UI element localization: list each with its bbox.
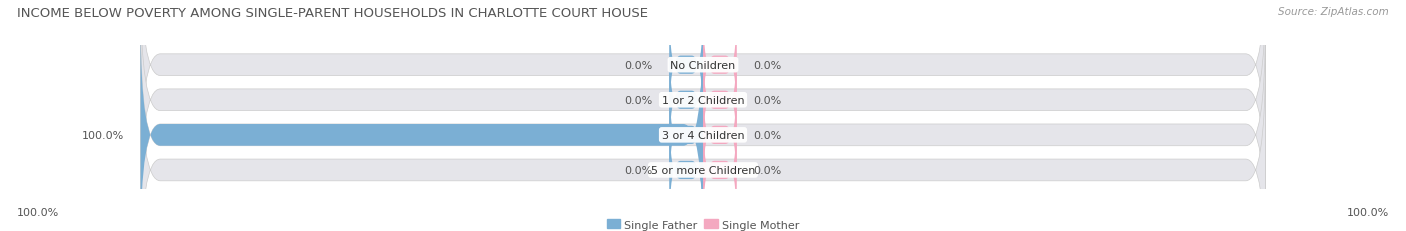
Text: 0.0%: 0.0% [754, 61, 782, 70]
Text: 3 or 4 Children: 3 or 4 Children [662, 130, 744, 140]
FancyBboxPatch shape [141, 24, 703, 231]
Text: INCOME BELOW POVERTY AMONG SINGLE-PARENT HOUSEHOLDS IN CHARLOTTE COURT HOUSE: INCOME BELOW POVERTY AMONG SINGLE-PARENT… [17, 7, 648, 20]
Text: 5 or more Children: 5 or more Children [651, 165, 755, 175]
Legend: Single Father, Single Mother: Single Father, Single Mother [602, 215, 804, 231]
Text: 0.0%: 0.0% [754, 165, 782, 175]
Text: 0.0%: 0.0% [754, 95, 782, 105]
Text: 0.0%: 0.0% [624, 165, 652, 175]
FancyBboxPatch shape [703, 74, 737, 196]
FancyBboxPatch shape [669, 40, 703, 161]
FancyBboxPatch shape [669, 109, 703, 231]
FancyBboxPatch shape [141, 0, 1265, 212]
Text: 100.0%: 100.0% [17, 207, 59, 218]
FancyBboxPatch shape [669, 74, 703, 196]
Text: Source: ZipAtlas.com: Source: ZipAtlas.com [1278, 7, 1389, 17]
FancyBboxPatch shape [703, 5, 737, 126]
Text: 0.0%: 0.0% [754, 130, 782, 140]
Text: 1 or 2 Children: 1 or 2 Children [662, 95, 744, 105]
Text: 0.0%: 0.0% [624, 95, 652, 105]
Text: 0.0%: 0.0% [624, 61, 652, 70]
FancyBboxPatch shape [141, 0, 1265, 177]
FancyBboxPatch shape [703, 109, 737, 231]
FancyBboxPatch shape [141, 59, 1265, 231]
FancyBboxPatch shape [703, 40, 737, 161]
Text: 100.0%: 100.0% [82, 130, 124, 140]
Text: No Children: No Children [671, 61, 735, 70]
FancyBboxPatch shape [141, 24, 1265, 231]
Text: 100.0%: 100.0% [1347, 207, 1389, 218]
FancyBboxPatch shape [669, 5, 703, 126]
